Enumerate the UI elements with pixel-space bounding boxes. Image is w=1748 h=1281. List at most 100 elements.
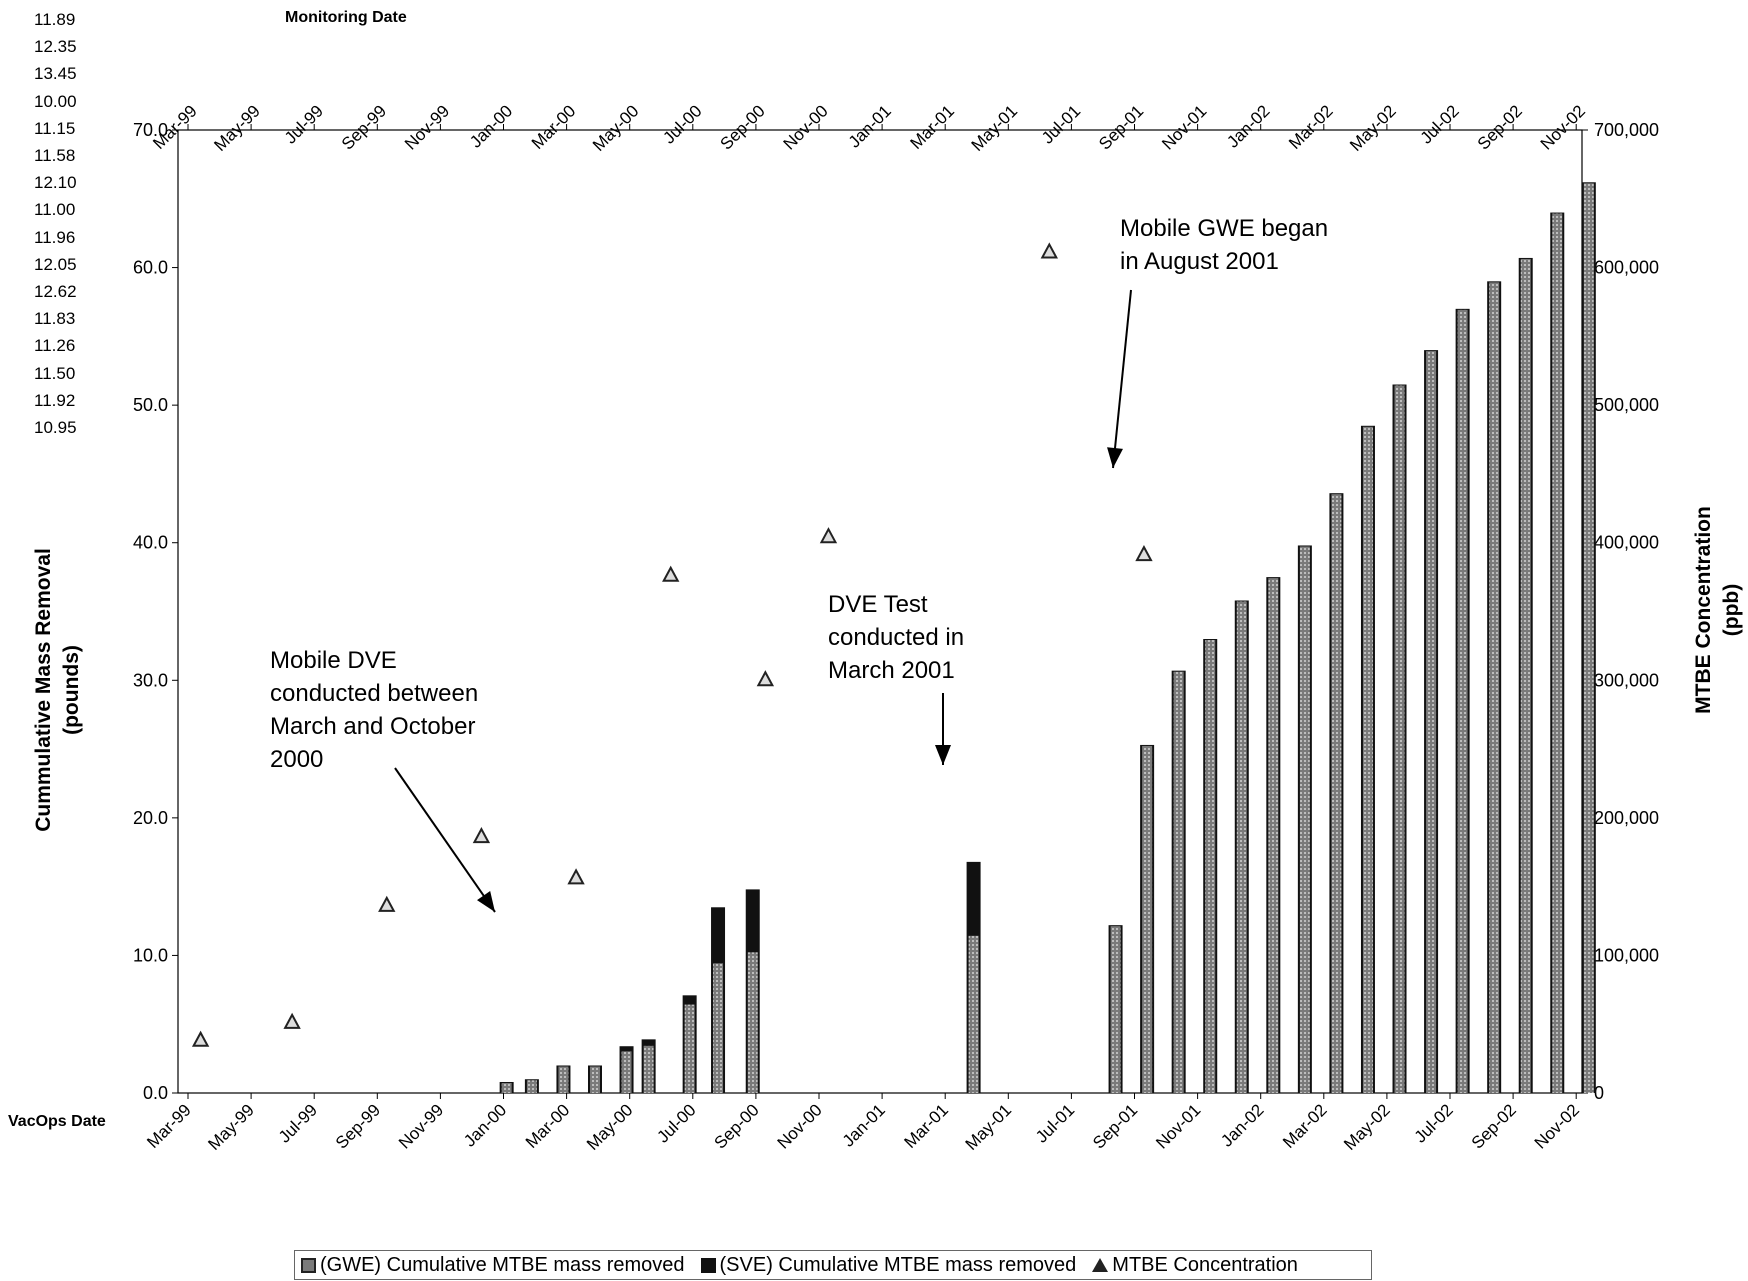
side-value: 10.95	[34, 418, 77, 438]
side-value: 11.15	[34, 118, 76, 138]
legend-sve-label: (SVE) Cumulative MTBE mass removed	[719, 1253, 1077, 1276]
side-value-list: 11.89 12.35 13.45 10.00 11.15 11.58 12.10 11.00…	[34, 6, 77, 441]
top-tick-label: Sep-99	[338, 101, 390, 153]
right-axis-label-line2: (ppb)	[1720, 584, 1743, 636]
gwe-bar	[1362, 426, 1373, 1093]
legend-sve: (SVE) Cumulative MTBE mass removed	[700, 1253, 1077, 1277]
top-tick-label: May-99	[210, 101, 264, 155]
concentration-marker	[378, 895, 396, 912]
top-tick-label: Sep-01	[1095, 101, 1147, 153]
legend-concentration: MTBE Concentration	[1092, 1254, 1298, 1277]
top-tick-label: Jan-02	[1223, 101, 1273, 151]
left-tick-label: 30.0	[133, 670, 168, 690]
bottom-tick-label: May-02	[1340, 1100, 1394, 1154]
bottom-tick-label: Jan-01	[839, 1100, 889, 1150]
concentration-marker	[1040, 242, 1058, 259]
legend-gwe: (GWE) Cumulative MTBE mass removed	[301, 1254, 685, 1277]
gwe-bar	[558, 1066, 569, 1093]
annotation-2-line: conducted in	[828, 624, 964, 651]
gwe-bar	[1173, 671, 1184, 1093]
bottom-axis-title: VacOps Date	[8, 1113, 106, 1130]
gwe-bar	[501, 1082, 512, 1093]
left-axis-label-line1: Cummulative Mass Removal	[32, 548, 55, 832]
right-tick-label: 300,000	[1594, 670, 1659, 690]
gwe-bar	[1489, 282, 1500, 1093]
right-tick-label: 500,000	[1594, 395, 1659, 415]
top-tick-label: Jul-02	[1417, 101, 1463, 147]
right-tick-label: 600,000	[1594, 258, 1659, 278]
left-tick-label: 60.0	[133, 258, 168, 278]
gwe-bar	[968, 935, 979, 1093]
top-tick-label: Sep-00	[717, 101, 769, 153]
right-tick-label: 100,000	[1594, 945, 1659, 965]
bottom-tick-label: Jul-01	[1032, 1100, 1078, 1146]
top-tick-label: Jul-00	[659, 101, 705, 147]
annotation-1-line: Mobile DVE	[270, 647, 397, 674]
gwe-bar	[713, 963, 724, 1093]
legend-concentration-label: MTBE Concentration	[1112, 1253, 1298, 1276]
bottom-tick-label: May-01	[962, 1100, 1016, 1154]
concentration-marker	[1135, 544, 1153, 562]
side-value: 12.05	[34, 254, 77, 274]
bottom-tick-label: Nov-99	[395, 1100, 447, 1152]
gwe-bar	[1457, 309, 1468, 1093]
side-value: 11.58	[34, 146, 76, 166]
bottom-tick-label: Sep-00	[711, 1100, 763, 1152]
bottom-tick-label: Nov-02	[1531, 1100, 1583, 1152]
bottom-tick-label: Jan-02	[1217, 1100, 1267, 1150]
top-tick-label: Mar-00	[528, 101, 580, 153]
bottom-tick-label: May-99	[204, 1100, 258, 1154]
legend-gwe-swatch	[301, 1257, 316, 1273]
gwe-bar	[1426, 351, 1437, 1094]
annotation-1-line: March and October	[270, 713, 475, 740]
left-tick-label: 70.0	[133, 120, 168, 140]
bottom-tick-label: Jan-00	[460, 1100, 510, 1150]
concentration-marker	[662, 565, 680, 582]
side-value: 11.26	[34, 336, 76, 356]
concentration-marker	[756, 670, 775, 687]
gwe-bar	[684, 1004, 695, 1093]
top-axis-title: Monitoring Date	[285, 9, 407, 26]
annotation-3-arrowhead-icon	[1107, 447, 1123, 468]
bottom-tick-label: Jul-00	[653, 1100, 699, 1146]
concentration-marker	[819, 527, 838, 544]
gwe-bar	[1520, 258, 1531, 1094]
gwe-bar	[1552, 213, 1563, 1094]
annotation-2-line: DVE Test	[828, 591, 928, 618]
side-value: 11.89	[34, 10, 76, 29]
annotation-1-line: conducted between	[270, 680, 478, 707]
side-value: 12.35	[34, 37, 77, 57]
side-value: 13.45	[34, 64, 77, 84]
annotation-1-arrow-line	[394, 767, 496, 913]
side-value: 12.62	[34, 282, 77, 302]
bottom-tick-label: Jul-02	[1411, 1100, 1457, 1146]
bottom-tick-label: Jul-99	[275, 1100, 321, 1146]
bottom-tick-label: Sep-01	[1089, 1100, 1141, 1152]
annotation-2-arrowhead-icon	[935, 745, 951, 765]
concentration-marker	[191, 1030, 210, 1047]
bottom-tick-label: Mar-01	[901, 1100, 953, 1152]
gwe-bar	[1142, 745, 1153, 1093]
bottom-tick-label: May-00	[583, 1100, 637, 1154]
right-axis-label-line1: MTBE Concentration	[1692, 506, 1715, 714]
top-tick-label: Nov-00	[780, 101, 832, 153]
gwe-bar	[1205, 640, 1216, 1093]
bottom-tick-label: Mar-99	[143, 1100, 195, 1152]
top-tick-label: Mar-02	[1285, 101, 1337, 153]
annotation-3-arrow-line	[1112, 289, 1132, 469]
concentration-marker	[283, 1012, 301, 1029]
top-tick-label: May-02	[1346, 101, 1400, 155]
annotation-1-line: 2000	[270, 746, 323, 773]
top-tick-label: May-00	[589, 101, 643, 155]
gwe-bar	[1299, 546, 1310, 1093]
left-axis-label-line2: (pounds)	[60, 645, 83, 735]
gwe-bar	[1583, 183, 1594, 1093]
left-tick-label: 10.0	[133, 945, 168, 965]
bottom-tick-label: Nov-01	[1152, 1100, 1204, 1152]
top-tick-label: Jul-99	[281, 101, 327, 147]
left-tick-label: 40.0	[133, 533, 168, 553]
gwe-bar	[1236, 601, 1247, 1093]
annotation-2-line: March 2001	[828, 657, 955, 684]
side-value: 11.83	[34, 309, 76, 329]
top-tick-label: May-01	[968, 101, 1022, 155]
